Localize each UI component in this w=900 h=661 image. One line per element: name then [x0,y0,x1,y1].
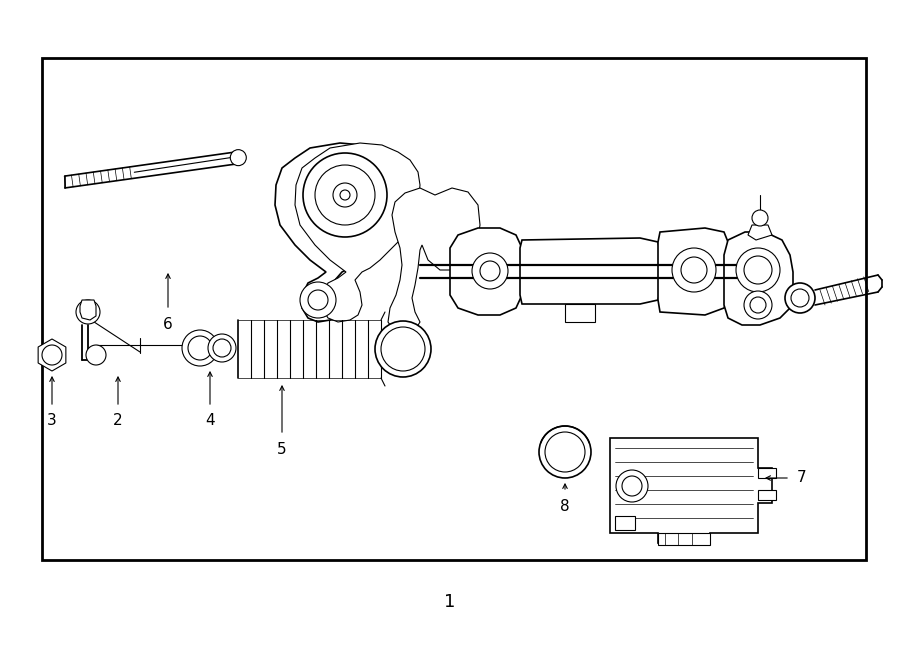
Circle shape [791,289,809,307]
Bar [615,516,635,530]
Circle shape [303,153,387,237]
Circle shape [381,327,425,371]
Circle shape [315,165,375,225]
Polygon shape [520,238,660,304]
Circle shape [622,476,642,496]
Circle shape [785,283,815,313]
Circle shape [208,334,236,362]
Circle shape [213,339,231,357]
Polygon shape [80,300,96,320]
Circle shape [752,210,768,226]
Circle shape [681,257,707,283]
Text: 7: 7 [797,471,806,485]
Text: 6: 6 [163,317,173,332]
Circle shape [340,190,350,200]
Bar [42,58,866,560]
Circle shape [744,291,772,319]
Polygon shape [658,228,728,315]
Circle shape [736,248,780,292]
Polygon shape [610,438,772,543]
Text: 8: 8 [560,499,570,514]
Bar [758,468,776,478]
Circle shape [76,300,100,324]
Circle shape [42,345,62,365]
Circle shape [616,470,648,502]
Bar [758,490,776,500]
Circle shape [300,282,336,318]
Polygon shape [275,143,400,322]
Polygon shape [724,232,793,325]
Text: 3: 3 [47,413,57,428]
Circle shape [230,149,247,166]
Text: 5: 5 [277,442,287,457]
Circle shape [750,297,766,313]
Circle shape [672,248,716,292]
Circle shape [86,345,106,365]
Text: 1: 1 [445,593,455,611]
Circle shape [188,336,212,360]
Polygon shape [388,188,480,335]
Circle shape [539,426,591,478]
Polygon shape [450,228,522,315]
Circle shape [333,183,357,207]
Text: 4: 4 [205,413,215,428]
Circle shape [545,432,585,472]
Bar [565,304,595,322]
Polygon shape [38,339,66,371]
Circle shape [744,256,772,284]
Polygon shape [748,225,772,240]
Circle shape [375,321,431,377]
Circle shape [308,290,328,310]
Polygon shape [295,143,420,322]
Bar [658,533,710,545]
Circle shape [480,261,500,281]
Text: 2: 2 [113,413,122,428]
Circle shape [472,253,508,289]
Circle shape [182,330,218,366]
